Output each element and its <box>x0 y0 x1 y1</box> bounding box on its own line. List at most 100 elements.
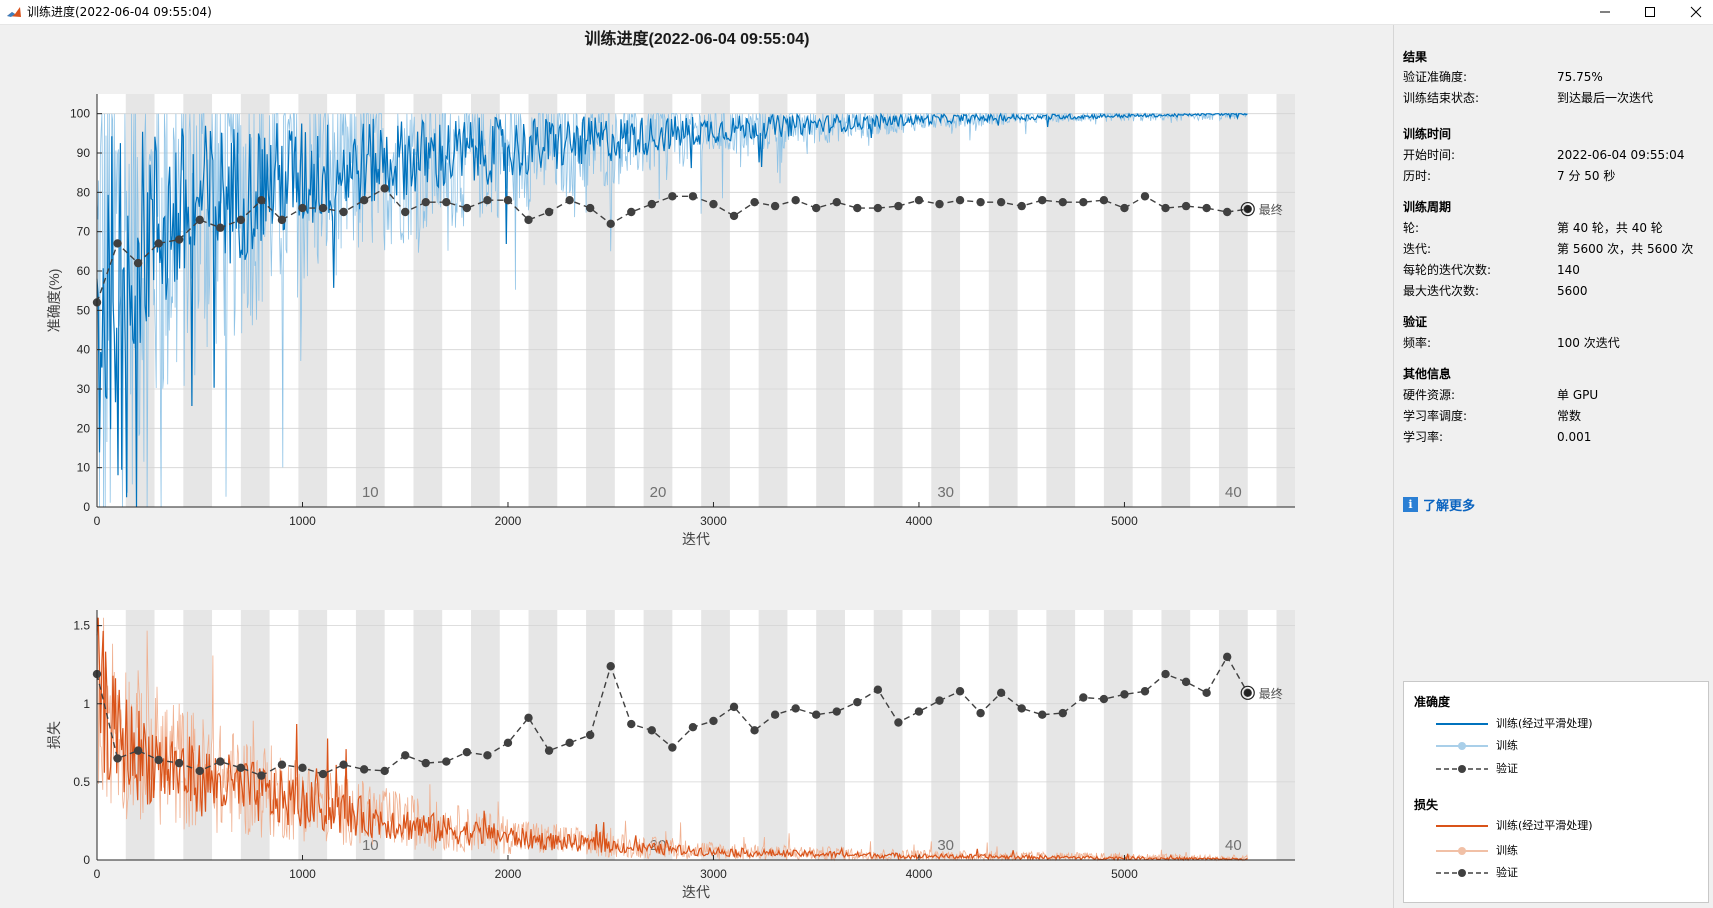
x-tick-label: 4000 <box>906 514 933 528</box>
validation-section-title: 验证 <box>1403 315 1428 329</box>
final-marker <box>1240 201 1255 217</box>
epoch-label: 30 <box>937 484 954 501</box>
y-tick-label: 1.5 <box>73 619 90 633</box>
validation-point <box>1058 708 1067 718</box>
minimize-icon <box>1600 11 1610 13</box>
validation-point <box>688 722 698 732</box>
validation-point <box>935 199 944 209</box>
final-marker <box>1240 685 1255 700</box>
close-icon <box>1690 6 1702 18</box>
legend-swatch-accuracy-smoothed <box>1436 723 1488 725</box>
validation-point <box>647 199 657 209</box>
legend-accuracy-smoothed: 训练(经过平滑处理) <box>1434 716 1593 732</box>
maximize-button[interactable] <box>1630 0 1670 24</box>
y-axis-label: 损失 <box>46 721 62 749</box>
epoch-label: 轮: <box>1403 221 1420 235</box>
results-section-title: 结果 <box>1403 50 1428 64</box>
y-tick-label: 100 <box>70 107 90 121</box>
time-section-title: 训练时间 <box>1403 127 1452 141</box>
epoch-band <box>873 610 903 860</box>
legend-swatch-loss-train <box>1436 847 1488 855</box>
train-raw-line <box>96 112 1248 508</box>
validation-point <box>544 207 554 217</box>
legend-loss-validation: 验证 <box>1434 865 1518 881</box>
validation-point <box>359 765 369 774</box>
other-section-title: 其他信息 <box>1403 367 1452 381</box>
iterations-per-epoch-label: 每轮的迭代次数: <box>1403 263 1492 277</box>
train-smoothed-line <box>96 617 1248 862</box>
matlab-logo-icon <box>6 5 22 19</box>
y-tick-label: 1 <box>83 697 90 711</box>
epoch-band <box>988 94 1018 507</box>
validation-point <box>1099 196 1109 205</box>
validation-point <box>257 196 266 205</box>
y-tick-label: 50 <box>77 303 91 317</box>
max-iterations-label: 最大迭代次数: <box>1403 284 1480 298</box>
end-state-label: 训练结束状态: <box>1403 91 1480 105</box>
close-button[interactable] <box>1676 0 1713 24</box>
learn-more-text: 了解更多 <box>1423 498 1476 514</box>
legend-swatch-loss-validation <box>1436 869 1488 877</box>
legend-label: 验证 <box>1496 866 1518 879</box>
y-tick-label: 0 <box>83 500 90 514</box>
validation-point <box>277 215 287 225</box>
end-state-value: 到达最后一次迭代 <box>1557 91 1654 105</box>
x-tick-label: 3000 <box>700 514 727 528</box>
x-axis-label: 迭代 <box>682 884 710 900</box>
epoch-label: 30 <box>937 837 954 854</box>
validation-accuracy-label: 验证准确度: <box>1403 70 1468 84</box>
validation-point <box>133 258 143 268</box>
validation-point <box>154 755 163 765</box>
epoch-band <box>1218 610 1248 860</box>
x-tick-label: 1000 <box>289 514 316 528</box>
validation-point <box>401 751 410 760</box>
validation-point <box>668 192 677 201</box>
validation-point <box>442 757 451 766</box>
validation-point <box>853 203 862 213</box>
validation-point <box>688 192 698 201</box>
x-tick-label: 0 <box>94 514 101 528</box>
learn-more-link[interactable]: i 了解更多 <box>1403 495 1476 514</box>
validation-point <box>154 239 163 248</box>
legend-loss-smoothed: 训练(经过平滑处理) <box>1434 818 1593 834</box>
x-axis-label: 迭代 <box>682 531 710 547</box>
y-tick-label: 80 <box>77 185 91 199</box>
validation-point <box>627 207 636 217</box>
figure-title: 训练进度(2022-06-04 09:55:04) <box>585 29 810 48</box>
elapsed-value: 7 分 50 秒 <box>1557 169 1616 183</box>
validation-point <box>298 763 307 773</box>
cycle-section-title: 训练周期 <box>1403 200 1452 214</box>
validation-point <box>1058 197 1067 207</box>
validation-point <box>421 758 430 768</box>
window-title: 训练进度(2022-06-04 09:55:04) <box>27 5 212 19</box>
iteration-value: 第 5600 次，共 5600 次 <box>1557 242 1694 256</box>
epoch-band <box>701 610 730 860</box>
validation-point <box>791 704 800 713</box>
validation-point <box>503 738 513 748</box>
validation-point <box>1161 203 1170 213</box>
validation-point <box>791 196 800 205</box>
validation-point <box>1120 203 1129 213</box>
legend-label: 训练 <box>1496 739 1518 752</box>
y-tick-label: 70 <box>77 225 91 239</box>
validation-point <box>174 758 184 768</box>
validation-point <box>1181 201 1191 211</box>
validation-point <box>1038 710 1047 719</box>
validation-point <box>955 196 965 205</box>
validation-point <box>606 662 615 671</box>
minimize-button[interactable] <box>1585 0 1625 24</box>
validation-point <box>812 203 821 213</box>
epoch-band <box>1218 94 1248 507</box>
epoch-band <box>1046 94 1076 507</box>
epoch-band <box>758 610 788 860</box>
epoch-band <box>1276 610 1295 860</box>
validation-point <box>627 719 636 729</box>
iterations-per-epoch-value: 140 <box>1557 263 1580 277</box>
epoch-label: 40 <box>1225 484 1242 501</box>
legend-loss-title: 损失 <box>1414 798 1439 812</box>
validation-point <box>216 757 225 766</box>
legend-swatch-accuracy-train <box>1436 742 1488 750</box>
epoch-band <box>758 94 788 507</box>
validation-point <box>318 203 328 213</box>
validation-point <box>606 219 615 228</box>
